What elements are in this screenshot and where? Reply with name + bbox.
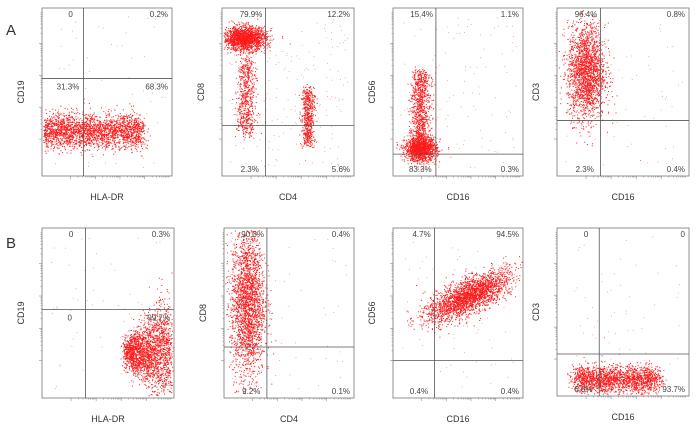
quadrant-label-ll: 2.3% xyxy=(576,165,594,174)
quadrant-label-ul: 0 xyxy=(69,230,74,239)
axis-ticks xyxy=(221,232,351,401)
events-layer xyxy=(396,17,518,171)
x-axis-label: CD4 xyxy=(279,192,297,202)
y-axis-label: CD19 xyxy=(16,80,26,103)
quadrant-label-ur: 0.4% xyxy=(332,230,350,239)
panel-b3: 4.7% 94.5% 0.4% 0.4% CD16 CD56 xyxy=(365,227,525,432)
plot-a4: 96.4% 0.8% 2.3% 0.4% CD16 CD3 xyxy=(531,7,690,202)
y-axis-label: CD56 xyxy=(367,301,377,324)
y-axis-label: CD3 xyxy=(531,83,541,101)
plot-a3: 15.4% 1.1% 83.3% 0.3% CD16 CD56 xyxy=(367,7,524,202)
axis-ticks xyxy=(39,12,169,179)
events-layer xyxy=(402,237,523,388)
plot-b3: 4.7% 94.5% 0.4% 0.4% CD16 CD56 xyxy=(367,227,524,424)
quadrant-label-ul: 79.9% xyxy=(240,10,263,19)
quadrant-label-ur: 0.8% xyxy=(667,10,685,19)
plot-frame xyxy=(556,227,690,397)
quadrant-label-ll: 83.3% xyxy=(409,165,432,174)
panel-b2: 90.3% 0.4% 9.2% 0.1% CD4 CD8 xyxy=(196,227,356,432)
panel-b1: 0 0.3% 0 99.7% HLA-DR CD19 xyxy=(14,227,176,432)
quadrant-label-lr: 0.1% xyxy=(332,387,350,396)
panel-a3: 15.4% 1.1% 83.3% 0.3% CD16 CD56 xyxy=(365,7,525,210)
quadrant-label-ur: 0.2% xyxy=(150,10,168,19)
quadrant-label-lr: 0.3% xyxy=(501,165,519,174)
quadrant-label-ll: 9.2% xyxy=(242,387,260,396)
y-axis-label: CD8 xyxy=(198,304,208,322)
plot-a2: 79.9% 12.2% 2.3% 5.6% CD4 CD8 xyxy=(196,7,355,202)
quadrant-label-ul: 4.7% xyxy=(412,230,430,239)
x-axis-label: CD16 xyxy=(611,192,634,202)
quadrant-label-ul: 96.4% xyxy=(575,10,598,19)
quadrant-label-lr: 5.6% xyxy=(332,165,350,174)
y-axis-label: CD3 xyxy=(531,303,541,321)
quadrant-label-ll: 31.3% xyxy=(57,83,80,92)
quadrant-label-lr: 0.4% xyxy=(667,165,685,174)
quadrant-label-ul: 90.3% xyxy=(241,230,264,239)
axis-ticks xyxy=(554,12,686,179)
row-label-b: B xyxy=(6,235,17,252)
quadrant-label-ll: 0.4% xyxy=(410,387,428,396)
quadrant-label-lr: 0.4% xyxy=(501,387,519,396)
y-axis-label: CD56 xyxy=(367,80,377,103)
quadrant-label-ll: 6.8% xyxy=(574,385,592,394)
plot-a1: 0 0.2% 31.3% 68.3% HLA-DR CD19 xyxy=(16,7,173,202)
quadrant-label-ur: 0.3% xyxy=(152,230,170,239)
events-layer xyxy=(223,18,349,168)
panel-a1: 0 0.2% 31.3% 68.3% HLA-DR CD19 xyxy=(14,7,174,210)
quadrant-label-ll: 0 xyxy=(67,314,72,323)
axis-ticks xyxy=(219,12,351,179)
panel-a2: 79.9% 12.2% 2.3% 5.6% CD4 CD8 xyxy=(194,7,356,210)
y-axis-label: CD8 xyxy=(196,83,206,101)
plot-b4: 0 0 6.8% 93.7% CD16 CD3 xyxy=(531,227,690,422)
panel-a4: 96.4% 0.8% 2.3% 0.4% CD16 CD3 xyxy=(529,7,691,210)
x-axis-label: CD16 xyxy=(446,192,469,202)
quadrant-label-lr: 68.3% xyxy=(145,83,168,92)
x-axis-label: CD16 xyxy=(446,414,469,424)
y-axis-label: CD19 xyxy=(16,301,26,324)
axis-ticks xyxy=(390,12,520,179)
quadrant-label-ul: 0 xyxy=(68,10,73,19)
quadrant-label-ur: 94.5% xyxy=(496,230,519,239)
x-axis-label: HLA-DR xyxy=(90,192,124,202)
events-layer xyxy=(43,16,166,168)
row-label-a: A xyxy=(6,22,17,39)
axis-ticks xyxy=(390,232,520,401)
events-layer xyxy=(51,237,174,397)
axis-ticks xyxy=(554,232,686,399)
quadrant-label-ul: 15.4% xyxy=(410,10,433,19)
quadrant-label-ll: 2.3% xyxy=(241,165,259,174)
plot-b1: 0 0.3% 0 99.7% HLA-DR CD19 xyxy=(16,227,175,424)
quadrant-label-ur: 0 xyxy=(681,230,686,239)
quadrant-label-lr: 93.7% xyxy=(662,385,685,394)
x-axis-label: CD4 xyxy=(280,414,298,424)
events-layer xyxy=(558,10,683,167)
quadrant-label-ur: 12.2% xyxy=(327,10,350,19)
quadrant-label-ur: 1.1% xyxy=(501,10,519,19)
events-layer xyxy=(225,230,347,395)
events-layer xyxy=(567,236,680,396)
x-axis-label: HLA-DR xyxy=(91,414,125,424)
quadrant-label-ul: 0 xyxy=(584,230,589,239)
x-axis-label: CD16 xyxy=(611,412,634,422)
panel-b4: 0 0 6.8% 93.7% CD16 CD3 xyxy=(529,227,691,430)
quadrant-label-lr: 99.7% xyxy=(147,314,170,323)
plot-b2: 90.3% 0.4% 9.2% 0.1% CD4 CD8 xyxy=(198,227,355,424)
axis-ticks xyxy=(39,232,171,401)
